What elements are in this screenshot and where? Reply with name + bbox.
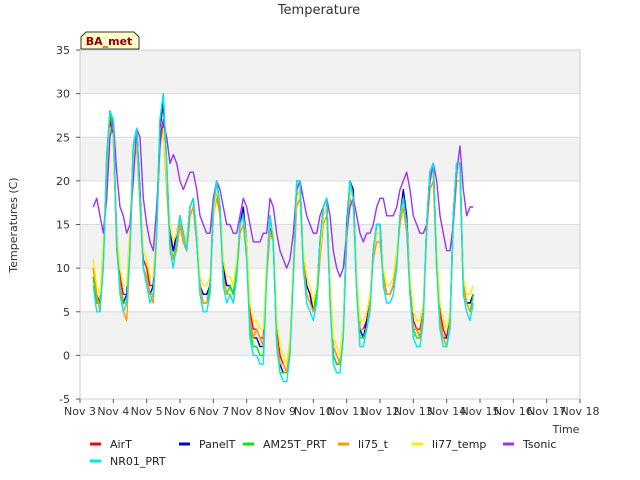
chart-title: Temperature <box>277 3 360 18</box>
badge-label: BA_met <box>86 35 133 48</box>
x-tick-label: Nov 9 <box>264 405 296 418</box>
y-tick-label: 20 <box>56 175 70 188</box>
y-tick-label: -5 <box>59 393 70 406</box>
plot-band <box>80 224 580 269</box>
x-tick-label: Nov 5 <box>131 405 163 418</box>
y-tick-label: 10 <box>56 262 70 275</box>
y-tick-label: 15 <box>56 219 70 232</box>
y-tick-label: 0 <box>63 349 70 362</box>
x-tick-label: Nov 4 <box>97 405 129 418</box>
x-tick-label: Nov 15 <box>461 405 500 418</box>
legend-entry: NR01_PRT <box>110 455 166 468</box>
x-tick-label: Nov 8 <box>231 405 263 418</box>
legend-entry: li77_temp <box>432 438 486 451</box>
series-line-nr01-prt <box>92 92 474 383</box>
legend-entry: li75_t <box>358 438 389 451</box>
station-badge: BA_met <box>80 31 140 50</box>
x-tick-label: Nov 13 <box>394 405 433 418</box>
plot-band <box>80 137 580 181</box>
y-tick-label: 25 <box>56 131 70 144</box>
x-tick-label: Nov 6 <box>164 405 196 418</box>
x-axis-label: Time <box>552 423 580 436</box>
x-tick-label: Nov 3 <box>64 405 96 418</box>
legend: AirT PanelT AM25T_PRT li75_t li77_temp Tsonic… <box>90 438 556 468</box>
x-tick-label: Nov 14 <box>427 405 466 418</box>
x-tick-label: Nov 17 <box>527 405 566 418</box>
legend-entry: AirT <box>110 438 132 451</box>
plot-band <box>80 311 580 356</box>
y-axis-label: Temperatures (C) <box>7 177 20 273</box>
legend-entry: Tsonic <box>522 438 556 451</box>
series-layer <box>92 92 474 383</box>
plot-band <box>80 50 580 94</box>
x-tick-label: Nov 18 <box>561 405 600 418</box>
x-tick-label: Nov 16 <box>494 405 533 418</box>
y-tick-label: 35 <box>56 44 70 57</box>
x-tick-label: Nov 11 <box>327 405 366 418</box>
x-tick-label: Nov 12 <box>361 405 400 418</box>
x-tick-label: Nov 7 <box>197 405 229 418</box>
badge-shape <box>80 31 140 50</box>
x-tick-label: Nov 10 <box>294 405 333 418</box>
legend-entry: PanelT <box>199 438 236 451</box>
y-tick-label: 5 <box>63 306 70 319</box>
y-tick-label: 30 <box>56 88 70 101</box>
series-line-tsonic <box>92 119 474 278</box>
legend-entry: AM25T_PRT <box>263 438 327 451</box>
